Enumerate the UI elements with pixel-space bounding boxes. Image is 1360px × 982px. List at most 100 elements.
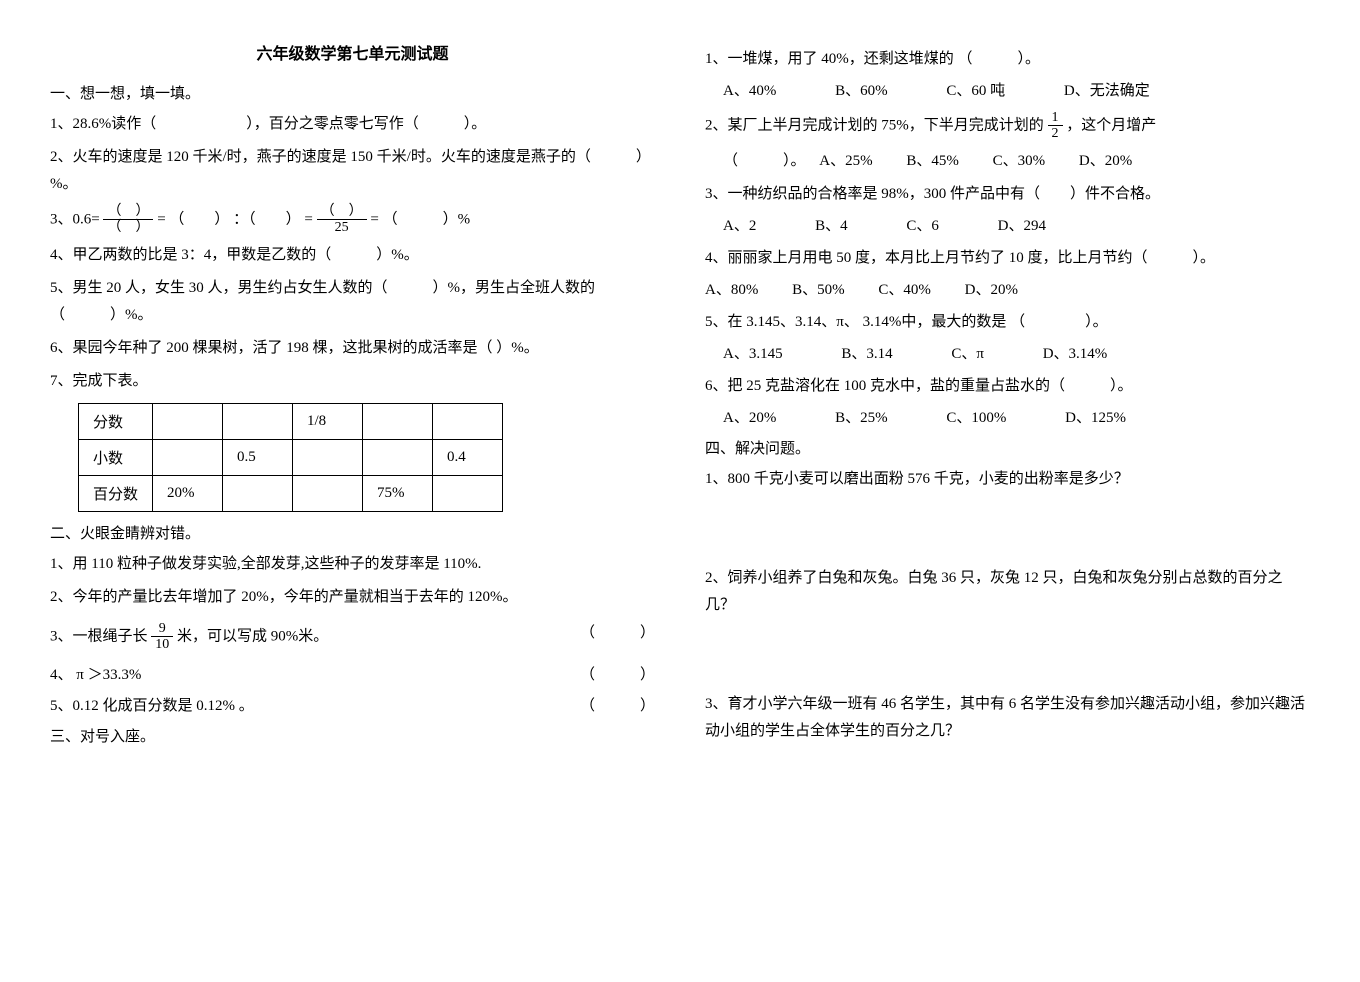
opt-c: C、60 吨 — [946, 79, 1005, 100]
j3-num: 9 — [151, 621, 173, 637]
table-cell — [153, 439, 223, 475]
judge-q5: 5、0.12 化成百分数是 0.12% 。 （ ） — [50, 694, 655, 715]
choice-q2: 2、某厂上半月完成计划的 75%，下半月完成计划的 1 2 ，这个月增产 — [705, 110, 1310, 142]
table-cell: 1/8 — [293, 403, 363, 439]
opt-b: B、45% — [906, 153, 959, 169]
table-cell: 0.5 — [223, 439, 293, 475]
opt-c: C、100% — [946, 406, 1006, 427]
q3-mid2: = （ ）% — [370, 211, 470, 227]
judge-q4: 4、 π ＞33.3% （ ） — [50, 663, 655, 684]
opt-b: B、4 — [815, 214, 848, 235]
table-cell: 百分数 — [79, 475, 153, 511]
table-cell: 分数 — [79, 403, 153, 439]
opt-d: D、294 — [998, 214, 1046, 235]
right-column: 1、一堆煤，用了 40%，还剩这堆煤的 （ ）。 A、40% B、60% C、6… — [705, 40, 1310, 754]
opt-a: A、3.145 — [723, 342, 783, 363]
table-cell: 0.4 — [433, 439, 503, 475]
fill-q1: 1、28.6%读作（ ），百分之零点零七写作（ ）。 — [50, 111, 655, 138]
section3-heading: 三、对号入座。 — [50, 725, 655, 746]
choice-q6: 6、把 25 克盐溶化在 100 克水中，盐的重量占盐水的（ ）。 — [705, 373, 1310, 400]
choice-q4-opts: A、80% B、50% C、40% D、20% — [705, 278, 1310, 299]
q3-frac2-num: （ ） — [317, 204, 367, 220]
q3-frac1-den: （ ） — [103, 220, 153, 235]
opt-b: B、3.14 — [841, 342, 892, 363]
j3-prefix: 3、一根绳子长 — [50, 628, 151, 644]
judge-q2: 2、今年的产量比去年增加了 20%，今年的产量就相当于去年的 120%。 — [50, 584, 655, 611]
table-cell — [293, 475, 363, 511]
table-cell — [433, 475, 503, 511]
opt-d: D、3.14% — [1043, 342, 1108, 363]
table-cell — [363, 439, 433, 475]
fill-q2: 2、火车的速度是 120 千米/时，燕子的速度是 150 千米/时。火车的速度是… — [50, 144, 655, 198]
judge-q5-text: 5、0.12 化成百分数是 0.12% 。 — [50, 694, 254, 715]
section4-heading: 四、解决问题。 — [705, 437, 1310, 458]
judge-q3-text: 3、一根绳子长 9 10 米，可以写成 90%米。 — [50, 621, 328, 653]
c2-frac: 1 2 — [1048, 110, 1063, 142]
fill-q6: 6、果园今年种了 200 棵果树，活了 198 棵，这批果树的成活率是（ ）%。 — [50, 335, 655, 362]
c2-prefix: 2、某厂上半月完成计划的 75%，下半月完成计划的 — [705, 117, 1048, 133]
opt-c: C、π — [951, 342, 984, 363]
opt-c: C、6 — [906, 214, 939, 235]
j3-suffix: 米，可以写成 90%米。 — [177, 628, 328, 644]
opt-d: D、20% — [1079, 153, 1132, 169]
choice-q1-opts: A、40% B、60% C、60 吨 D、无法确定 — [723, 79, 1310, 100]
table-cell — [153, 403, 223, 439]
j3-frac: 9 10 — [151, 621, 173, 653]
judge-paren: （ ） — [580, 663, 655, 684]
table-cell — [363, 403, 433, 439]
choice-q6-opts: A、20% B、25% C、100% D、125% — [723, 406, 1310, 427]
table-cell — [433, 403, 503, 439]
section2-heading: 二、火眼金睛辨对错。 — [50, 522, 655, 543]
opt-d: D、无法确定 — [1064, 79, 1150, 100]
judge-q4-text: 4、 π ＞33.3% — [50, 663, 141, 684]
table-cell — [223, 403, 293, 439]
section1-heading: 一、想一想，填一填。 — [50, 82, 655, 103]
q3-mid1: = （ ） ：（ ） = — [157, 211, 316, 227]
judge-q3: 3、一根绳子长 9 10 米，可以写成 90%米。 （ ） — [50, 621, 655, 653]
opt-c: C、40% — [878, 278, 931, 299]
opt-a: A、40% — [723, 79, 776, 100]
c2-num: 1 — [1048, 110, 1063, 126]
table-cell: 20% — [153, 475, 223, 511]
q3-frac2: （ ） 25 — [317, 204, 367, 236]
choice-q3-opts: A、2 B、4 C、6 D、294 — [723, 214, 1310, 235]
judge-paren: （ ） — [580, 621, 655, 653]
judge-q1: 1、用 110 粒种子做发芽实验,全部发芽,这些种子的发芽率是 110%. — [50, 551, 655, 578]
judge-paren: （ ） — [580, 694, 655, 715]
answer-space — [705, 499, 1310, 559]
opt-a: A、80% — [705, 278, 758, 299]
table-cell: 小数 — [79, 439, 153, 475]
opt-b: B、50% — [792, 278, 845, 299]
opt-b: B、60% — [835, 79, 888, 100]
c2-suffix: ，这个月增产 — [1066, 117, 1156, 133]
solve-q2: 2、饲养小组养了白兔和灰兔。白兔 36 只，灰兔 12 只，白兔和灰兔分别占总数… — [705, 565, 1310, 619]
table-row: 百分数 20% 75% — [79, 475, 503, 511]
left-column: 六年级数学第七单元测试题 一、想一想，填一填。 1、28.6%读作（ ），百分之… — [50, 40, 655, 754]
fill-q3: 3、0.6= （ ） （ ） = （ ） ：（ ） = （ ） 25 = （ ）… — [50, 204, 655, 236]
j3-den: 10 — [151, 637, 173, 652]
c2-den: 2 — [1048, 126, 1063, 141]
choice-q4: 4、丽丽家上月用电 50 度，本月比上月节约了 10 度，比上月节约（ ）。 — [705, 245, 1310, 272]
solve-q1: 1、800 千克小麦可以磨出面粉 576 千克，小麦的出粉率是多少？ — [705, 466, 1310, 493]
solve-q3: 3、育才小学六年级一班有 46 名学生，其中有 6 名学生没有参加兴趣活动小组，… — [705, 691, 1310, 745]
q3-prefix: 3、0.6= — [50, 211, 100, 227]
q3-frac2-den: 25 — [317, 220, 367, 235]
fill-q5: 5、男生 20 人，女生 30 人，男生约占女生人数的（ ）%，男生占全班人数的… — [50, 275, 655, 329]
opt-d: D、20% — [965, 278, 1018, 299]
opt-d: D、125% — [1065, 406, 1126, 427]
answer-space — [705, 625, 1310, 685]
fill-q7: 7、完成下表。 — [50, 368, 655, 395]
choice-q3: 3、一种纺织品的合格率是 98%，300 件产品中有（ ）件不合格。 — [705, 181, 1310, 208]
q3-frac1-num: （ ） — [103, 204, 153, 220]
table-cell — [293, 439, 363, 475]
c2-paren: （ ）。 — [723, 153, 806, 169]
opt-a: A、20% — [723, 406, 776, 427]
table-row: 分数 1/8 — [79, 403, 503, 439]
table-cell: 75% — [363, 475, 433, 511]
page-title: 六年级数学第七单元测试题 — [50, 40, 655, 64]
opt-a: A、2 — [723, 214, 756, 235]
opt-c: C、30% — [993, 153, 1046, 169]
table-row: 小数 0.5 0.4 — [79, 439, 503, 475]
choice-q2-line2: （ ）。 A、25% B、45% C、30% D、20% — [705, 148, 1310, 175]
choice-q5: 5、在 3.145、3.14、π、 3.14%中，最大的数是 （ ）。 — [705, 309, 1310, 336]
